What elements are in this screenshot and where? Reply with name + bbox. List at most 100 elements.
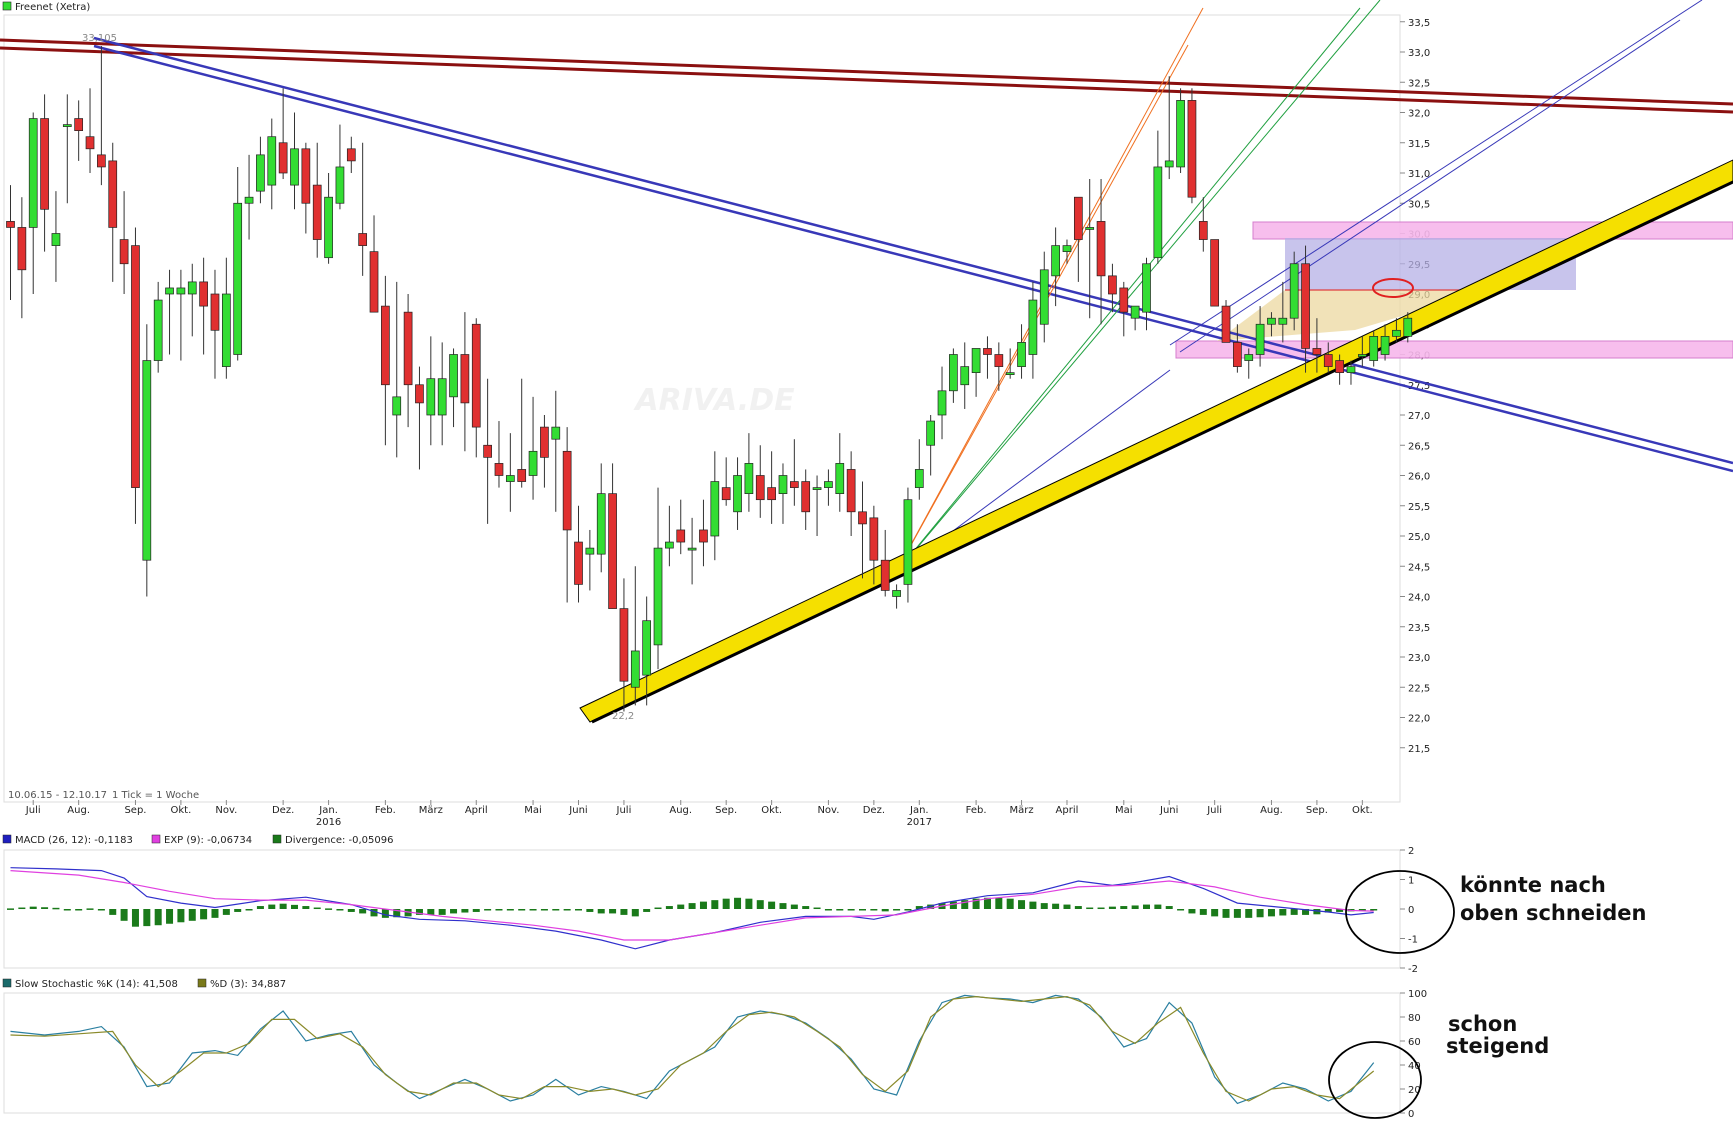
candle-body xyxy=(846,469,856,513)
macd-divergence-bar xyxy=(859,909,866,911)
triangle-formation xyxy=(1217,290,1490,341)
candle-body xyxy=(85,136,95,150)
red-resistance-line-2 xyxy=(0,46,1733,114)
blue-downtrend-line-2 xyxy=(93,44,1733,473)
candle-body xyxy=(1028,299,1038,355)
candle-body xyxy=(1403,317,1413,337)
legend-swatch-k xyxy=(2,978,12,988)
x-tick-label: Dez. xyxy=(863,805,885,816)
macd-divergence-bar xyxy=(677,904,685,909)
macd-divergence-bar xyxy=(120,909,128,921)
candle-body xyxy=(290,148,299,186)
macd-divergence-bar xyxy=(52,907,60,910)
macd-divergence-bar xyxy=(63,909,71,911)
price-tick-label: 27,5 xyxy=(1408,381,1430,392)
candle-body xyxy=(1130,305,1140,319)
macd-divergence-bar xyxy=(995,897,1003,909)
macd-divergence-bar xyxy=(1324,909,1332,913)
macd-divergence-bar xyxy=(256,906,264,909)
macd-divergence-bar xyxy=(1143,904,1150,909)
macd-divergence-bar xyxy=(495,909,503,911)
macd-divergence-bar xyxy=(552,909,560,911)
macd-divergence-bar xyxy=(188,909,196,921)
x-tick-label: März xyxy=(419,805,443,816)
x-tick-label: Sep. xyxy=(1306,805,1328,816)
macd-divergence-bar xyxy=(1302,909,1310,915)
candle-body xyxy=(1073,196,1083,240)
candle-body xyxy=(1119,287,1129,313)
macd-divergence-bar xyxy=(927,904,935,909)
legend-k: Slow Stochastic %K (14): 41,508 xyxy=(15,979,178,990)
price-tick-label: 23,0 xyxy=(1408,653,1430,664)
candle-body xyxy=(983,348,992,355)
macd-divergence-bar xyxy=(97,909,105,911)
candle-body xyxy=(937,390,947,416)
x-tick-label: Juli xyxy=(25,805,41,816)
candle-body xyxy=(312,184,322,240)
macd-divergence-bar xyxy=(1245,909,1253,918)
stochastic-tick-label: 40 xyxy=(1408,1061,1421,1072)
candle-body xyxy=(1278,317,1288,325)
candle-body xyxy=(824,481,833,488)
candle-body xyxy=(551,426,561,440)
macd-divergence-bar xyxy=(1370,909,1378,911)
price-tick-label: 22,0 xyxy=(1408,714,1430,725)
candle-body xyxy=(119,239,129,265)
candle-body xyxy=(835,463,845,494)
macd-tick-label: 1 xyxy=(1408,876,1414,887)
stochastic-plot-area xyxy=(3,992,1401,1114)
candle-body xyxy=(630,650,640,688)
candle-body xyxy=(676,529,686,543)
macd-divergence-bar xyxy=(234,909,242,912)
x-year-label: 2016 xyxy=(316,817,341,828)
macd-divergence-bar xyxy=(1120,906,1128,909)
price-tick-label: 30,5 xyxy=(1408,199,1430,210)
macd-divergence-bar xyxy=(1290,909,1298,915)
macd-divergence-bar xyxy=(1211,909,1219,917)
candle-body xyxy=(869,517,879,561)
macd-divergence-bar xyxy=(1040,903,1048,909)
candle-body xyxy=(642,620,652,676)
macd-divergence-bar xyxy=(1108,906,1116,909)
macd-divergence-bar xyxy=(1267,909,1275,917)
macd-divergence-bar xyxy=(1313,909,1321,915)
stochastic-annotation-line-1: schon xyxy=(1448,1012,1517,1036)
macd-divergence-bar xyxy=(450,909,458,914)
candle-body xyxy=(1369,336,1379,361)
macd-divergence-bar xyxy=(177,909,185,923)
x-tick-label: Feb. xyxy=(966,805,987,816)
stochastic-panel: Slow Stochastic %K (14): 41,508 %D (3): … xyxy=(2,978,1549,1120)
candle-body xyxy=(1017,342,1026,367)
macd-divergence-bar xyxy=(734,897,742,909)
stochastic-y-axis: 100 80 60 40 20 0 xyxy=(1400,989,1427,1120)
candle-body xyxy=(1085,227,1095,230)
price-tick-label: 33,0 xyxy=(1408,48,1430,59)
legend-swatch-divergence xyxy=(272,834,282,844)
macd-divergence-bar xyxy=(983,897,991,909)
macd-divergence-bar xyxy=(1256,909,1264,918)
macd-divergence-bar xyxy=(1063,904,1071,909)
macd-divergence-bar xyxy=(200,909,208,920)
macd-divergence-bar xyxy=(1233,909,1241,918)
legend-swatch-exp xyxy=(151,834,161,844)
candle-body xyxy=(6,221,15,228)
macd-divergence-bar xyxy=(699,901,707,909)
macd-divergence-bar xyxy=(1006,898,1014,909)
price-tick-label: 24,0 xyxy=(1408,593,1430,604)
stochastic-tick-label: 100 xyxy=(1408,989,1427,1000)
macd-divergence-bar xyxy=(961,900,969,909)
tick-info: 1 Tick = 1 Woche xyxy=(112,790,199,801)
macd-divergence-bar xyxy=(1358,909,1366,911)
macd-divergence-bar xyxy=(1052,903,1060,909)
macd-divergence-bar xyxy=(1279,909,1287,916)
blue-channel-line-2 xyxy=(1179,19,1681,353)
candle-body xyxy=(755,475,765,501)
candle-body xyxy=(494,463,504,476)
candle-body xyxy=(608,493,617,609)
candle-body xyxy=(789,481,799,488)
candle-body xyxy=(233,202,243,355)
candle-body xyxy=(596,493,606,555)
candle-body xyxy=(733,475,742,513)
macd-tick-label: 0 xyxy=(1408,905,1414,916)
